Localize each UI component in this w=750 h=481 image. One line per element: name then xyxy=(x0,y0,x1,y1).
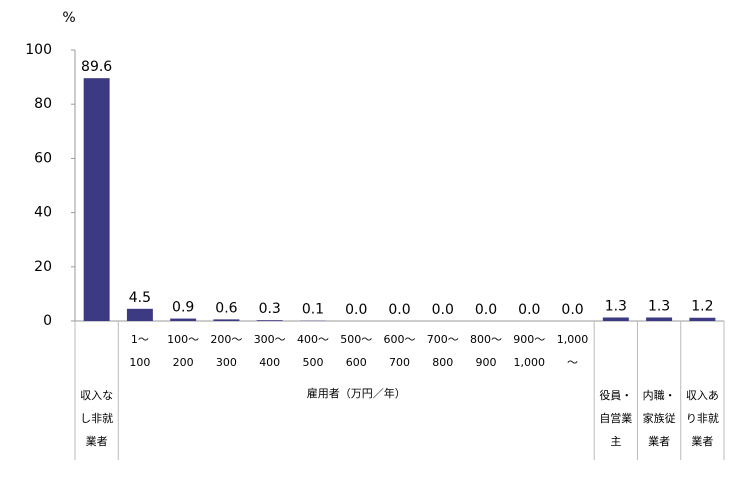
value-label: 0.9 xyxy=(172,300,194,316)
value-label: 0.0 xyxy=(561,302,583,318)
bar xyxy=(256,320,283,321)
y-tick-label: 40 xyxy=(34,205,52,221)
value-label: 1.3 xyxy=(648,298,670,314)
y-tick-label: 80 xyxy=(34,96,52,112)
value-label: 0.0 xyxy=(475,302,497,318)
value-label: 0.1 xyxy=(302,302,324,318)
value-label: 0.6 xyxy=(215,300,237,316)
x-tick-label: 900～ 1,000 xyxy=(513,333,546,369)
y-tick-label: 20 xyxy=(34,259,52,275)
bar xyxy=(83,78,110,322)
value-label: 1.2 xyxy=(691,299,713,315)
bar xyxy=(170,318,197,321)
value-label: 1.3 xyxy=(605,298,627,314)
x-tick-label: 100～ 200 xyxy=(167,333,200,369)
x-tick-label: 役員・ 自営業 主 xyxy=(599,389,633,448)
y-tick-label: 60 xyxy=(34,150,52,166)
value-label: 0.0 xyxy=(345,302,367,318)
x-tick-label: 700～ 800 xyxy=(426,333,459,369)
x-tick-label: 500～ 600 xyxy=(340,333,373,369)
x-tick-label: 600～ 700 xyxy=(383,333,416,369)
x-tick-label: 収入あ り非就 業者 xyxy=(685,389,719,448)
group-label: 雇用者（万円／年） xyxy=(306,387,406,400)
x-tick-label: 内職・ 家族従 業者 xyxy=(642,389,676,448)
bar xyxy=(126,308,153,321)
value-label: 0.3 xyxy=(259,301,281,317)
x-tick-label: 1,000 ～ xyxy=(556,333,589,369)
x-tick-label: 200～ 300 xyxy=(210,333,243,369)
x-tick-label: 1～ 100 xyxy=(129,333,151,369)
bar xyxy=(646,317,673,321)
x-tick-label: 収入な し非就 業者 xyxy=(80,389,114,448)
value-label: 4.5 xyxy=(129,290,151,306)
x-tick-label: 300～ 400 xyxy=(253,333,286,369)
bar xyxy=(213,319,240,321)
x-tick-label: 800～ 900 xyxy=(470,333,503,369)
value-label: 0.0 xyxy=(388,302,410,318)
y-tick-label: 100 xyxy=(25,42,52,58)
value-label: 89.6 xyxy=(81,59,112,75)
unit-label: % xyxy=(62,10,75,26)
x-tick-label: 400～ 500 xyxy=(296,333,329,369)
value-label: 0.0 xyxy=(518,302,540,318)
y-tick-label: 0 xyxy=(43,313,52,329)
bar xyxy=(602,317,629,321)
bar xyxy=(689,317,716,321)
value-label: 0.0 xyxy=(432,302,454,318)
